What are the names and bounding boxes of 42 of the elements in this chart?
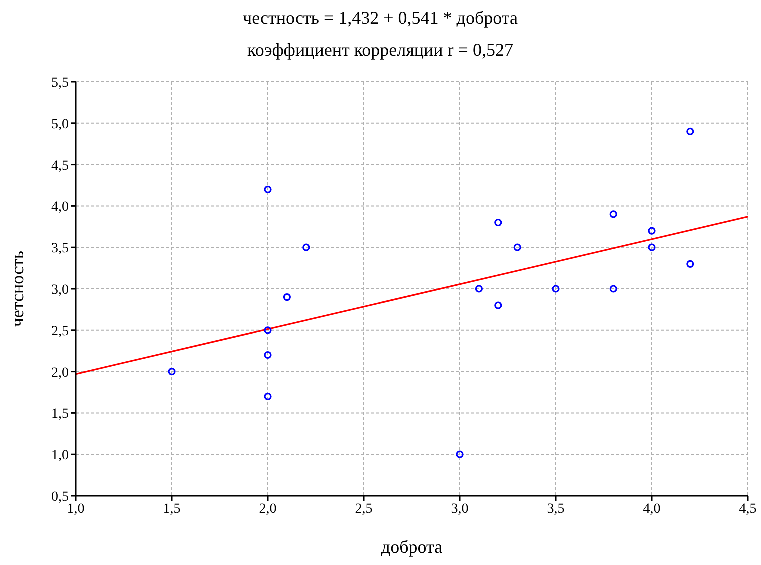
point [552, 285, 560, 293]
y-tick-label: 2,5 [52, 324, 69, 340]
y-tick-label: 4,5 [52, 158, 69, 174]
x-tick-label: 2,0 [259, 502, 277, 517]
point [494, 218, 502, 227]
y-tick-label: 1,5 [52, 407, 69, 422]
point [494, 302, 502, 310]
point [168, 368, 176, 376]
x-axis-title: доброта [380, 537, 444, 558]
point [648, 227, 656, 235]
y-tick-label: 2,0 [52, 366, 69, 381]
point [264, 351, 272, 360]
point [264, 326, 272, 334]
x-tick-label: 1,0 [67, 502, 85, 517]
x-tick-label: 3,0 [451, 502, 469, 517]
y-tick-label: 5,0 [52, 117, 69, 132]
point [264, 186, 272, 194]
x-tick-label: 3,5 [547, 502, 565, 517]
x-tick-label: 2,5 [355, 502, 373, 517]
point [686, 260, 694, 268]
chart-subtitle: коэффициент корреляции r = 0,527 [246, 40, 514, 61]
x-tick-label: 4,0 [643, 502, 661, 517]
x-tick-label: 4,5 [739, 502, 757, 517]
chart-title: честность = 1,432 + 0,541 * доброта [242, 8, 519, 29]
y-tick-label: 5,5 [52, 76, 69, 91]
y-tick-label: 1,0 [52, 448, 69, 464]
y-tick-label: 3,0 [52, 282, 69, 298]
point [610, 210, 618, 218]
point [456, 450, 464, 458]
point [264, 392, 272, 400]
y-tick-label: 3,5 [52, 242, 69, 257]
point [648, 244, 656, 252]
point [283, 293, 291, 302]
point [686, 128, 694, 136]
y-tick-label: 4,0 [52, 200, 69, 216]
point [302, 244, 310, 252]
point [514, 244, 522, 252]
point [610, 285, 618, 293]
point [475, 285, 483, 293]
y-tick-label: 0,5 [52, 490, 69, 505]
y-axis-title: четсность [8, 250, 28, 328]
x-tick-label: 1,5 [163, 502, 181, 517]
